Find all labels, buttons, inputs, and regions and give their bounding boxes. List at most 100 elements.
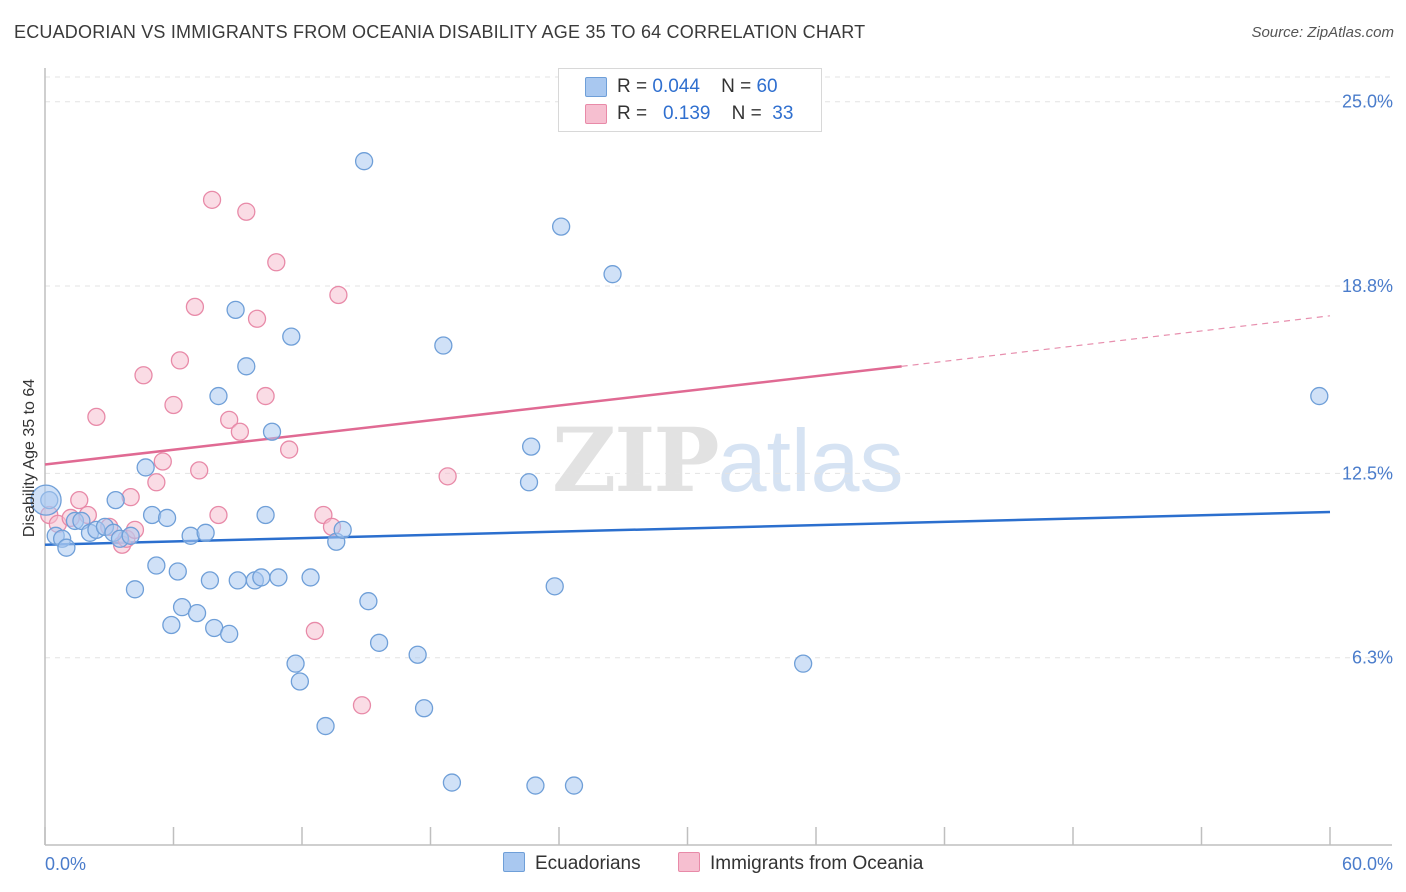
point-ecuadorian xyxy=(228,571,247,590)
point-ecuadorian xyxy=(220,624,239,644)
point-ecuadorian xyxy=(168,562,187,581)
axes xyxy=(44,68,1392,846)
point-ecuadorian xyxy=(1310,386,1329,406)
trend-line-dashed-oceania xyxy=(901,315,1331,367)
point-oceania xyxy=(87,407,106,427)
point-ecuadorian xyxy=(316,716,335,736)
point-ecuadorian xyxy=(522,437,541,456)
point-oceania xyxy=(209,505,228,525)
trend-line-ecuadorians xyxy=(44,510,1331,546)
y-tick-label: 12.5% xyxy=(1342,463,1393,483)
legend-r-label: R = xyxy=(617,76,648,97)
point-oceania xyxy=(267,253,286,272)
point-ecuadorian xyxy=(414,699,434,718)
point-oceania xyxy=(70,490,89,510)
point-ecuadorian xyxy=(226,300,245,319)
point-ecuadorian xyxy=(57,538,76,557)
legend-row-ecuadorians: R = 0.044 N = 60 xyxy=(617,76,778,98)
tick-labels: 6.3% 12.5% 18.8% 25.0% 0.0% 60.0% xyxy=(45,92,1393,874)
point-oceania xyxy=(438,467,457,486)
point-ecuadorian xyxy=(256,505,275,525)
point-oceania xyxy=(164,395,183,415)
point-oceania xyxy=(247,309,267,328)
point-ecuadorian xyxy=(301,568,320,587)
point-oceania xyxy=(256,386,275,406)
point-ecuadorian xyxy=(434,336,453,355)
point-oceania xyxy=(329,285,348,305)
point-ecuadorian xyxy=(551,217,571,236)
bottom-legend-oceania: Immigrants from Oceania xyxy=(678,852,923,875)
point-oceania xyxy=(237,202,256,221)
point-ecuadorian xyxy=(545,577,564,596)
point-ecuadorian xyxy=(162,615,181,635)
legend-n-value: 33 xyxy=(772,103,794,124)
point-oceania xyxy=(352,696,372,715)
point-oceania xyxy=(147,473,166,492)
point-oceania xyxy=(190,461,209,480)
trend-line-oceania xyxy=(44,365,902,466)
y-tick-label: 6.3% xyxy=(1352,648,1393,668)
y-axis-label: Disability Age 35 to 64 xyxy=(21,379,38,537)
data-points xyxy=(30,152,1329,795)
point-ecuadorian xyxy=(181,526,200,545)
legend-r-label: R = xyxy=(617,103,648,124)
legend-swatch-oceania xyxy=(585,104,607,124)
point-ecuadorian xyxy=(200,571,220,590)
point-oceania xyxy=(170,351,190,370)
y-tick-label: 25.0% xyxy=(1342,92,1393,112)
point-ecuadorian xyxy=(125,580,145,599)
x-tick-label: 60.0% xyxy=(1342,854,1393,874)
legend-r-value: 0.139 xyxy=(662,103,711,124)
point-ecuadorian xyxy=(408,645,427,664)
point-ecuadorian xyxy=(290,672,310,691)
point-ecuadorian xyxy=(369,633,389,652)
watermark: ZIPatlas xyxy=(552,408,903,512)
point-ecuadorian xyxy=(142,505,162,525)
legend-swatch-ecuadorians xyxy=(585,77,607,97)
correlation-legend: R = 0.044 N = 60 R = 0.139 N = 33 xyxy=(558,68,822,132)
point-oceania xyxy=(153,452,172,471)
point-ecuadorian xyxy=(209,386,228,406)
point-oceania xyxy=(305,621,325,641)
watermark-atlas: atlas xyxy=(717,411,904,510)
point-ecuadorian xyxy=(252,568,271,587)
point-oceania xyxy=(121,487,140,507)
point-ecuadorian xyxy=(519,473,539,492)
point-ecuadorian xyxy=(30,484,62,516)
chart-source: Source: ZipAtlas.com xyxy=(1251,24,1394,41)
point-ecuadorian xyxy=(121,526,140,545)
legend-row-oceania: R = 0.139 N = 33 xyxy=(617,103,793,125)
point-ecuadorian xyxy=(354,152,374,171)
point-ecuadorian xyxy=(526,776,545,795)
point-ecuadorian xyxy=(333,520,352,540)
point-ecuadorian xyxy=(147,556,166,575)
legend-r-value: 0.044 xyxy=(652,76,700,97)
bottom-legend-swatch xyxy=(503,852,525,872)
point-ecuadorian xyxy=(136,458,155,477)
trend-lines xyxy=(44,315,1331,546)
point-ecuadorian xyxy=(269,568,288,587)
point-ecuadorian xyxy=(196,523,215,542)
point-oceania xyxy=(279,440,299,459)
bottom-legend-swatch xyxy=(678,852,700,872)
point-oceania xyxy=(230,422,250,441)
bottom-legend-ecuadorians: Ecuadorians xyxy=(503,852,641,875)
point-ecuadorian xyxy=(603,265,622,284)
point-ecuadorian xyxy=(262,422,282,441)
point-ecuadorian xyxy=(282,327,301,346)
point-ecuadorian xyxy=(286,654,305,673)
point-ecuadorian xyxy=(187,603,207,623)
x-tick-label: 0.0% xyxy=(45,854,86,874)
point-ecuadorian xyxy=(237,357,256,376)
legend-n-label: N = xyxy=(721,76,752,97)
point-ecuadorian xyxy=(564,776,584,795)
point-ecuadorian xyxy=(442,773,462,792)
bottom-legend-label: Ecuadorians xyxy=(535,853,641,874)
chart-title: ECUADORIAN VS IMMIGRANTS FROM OCEANIA DI… xyxy=(14,22,866,42)
watermark-zip: ZIP xyxy=(552,408,720,512)
legend-n-value: 60 xyxy=(756,76,778,97)
point-oceania xyxy=(202,190,222,209)
legend-n-label: N = xyxy=(731,103,762,124)
point-ecuadorian xyxy=(157,508,177,528)
